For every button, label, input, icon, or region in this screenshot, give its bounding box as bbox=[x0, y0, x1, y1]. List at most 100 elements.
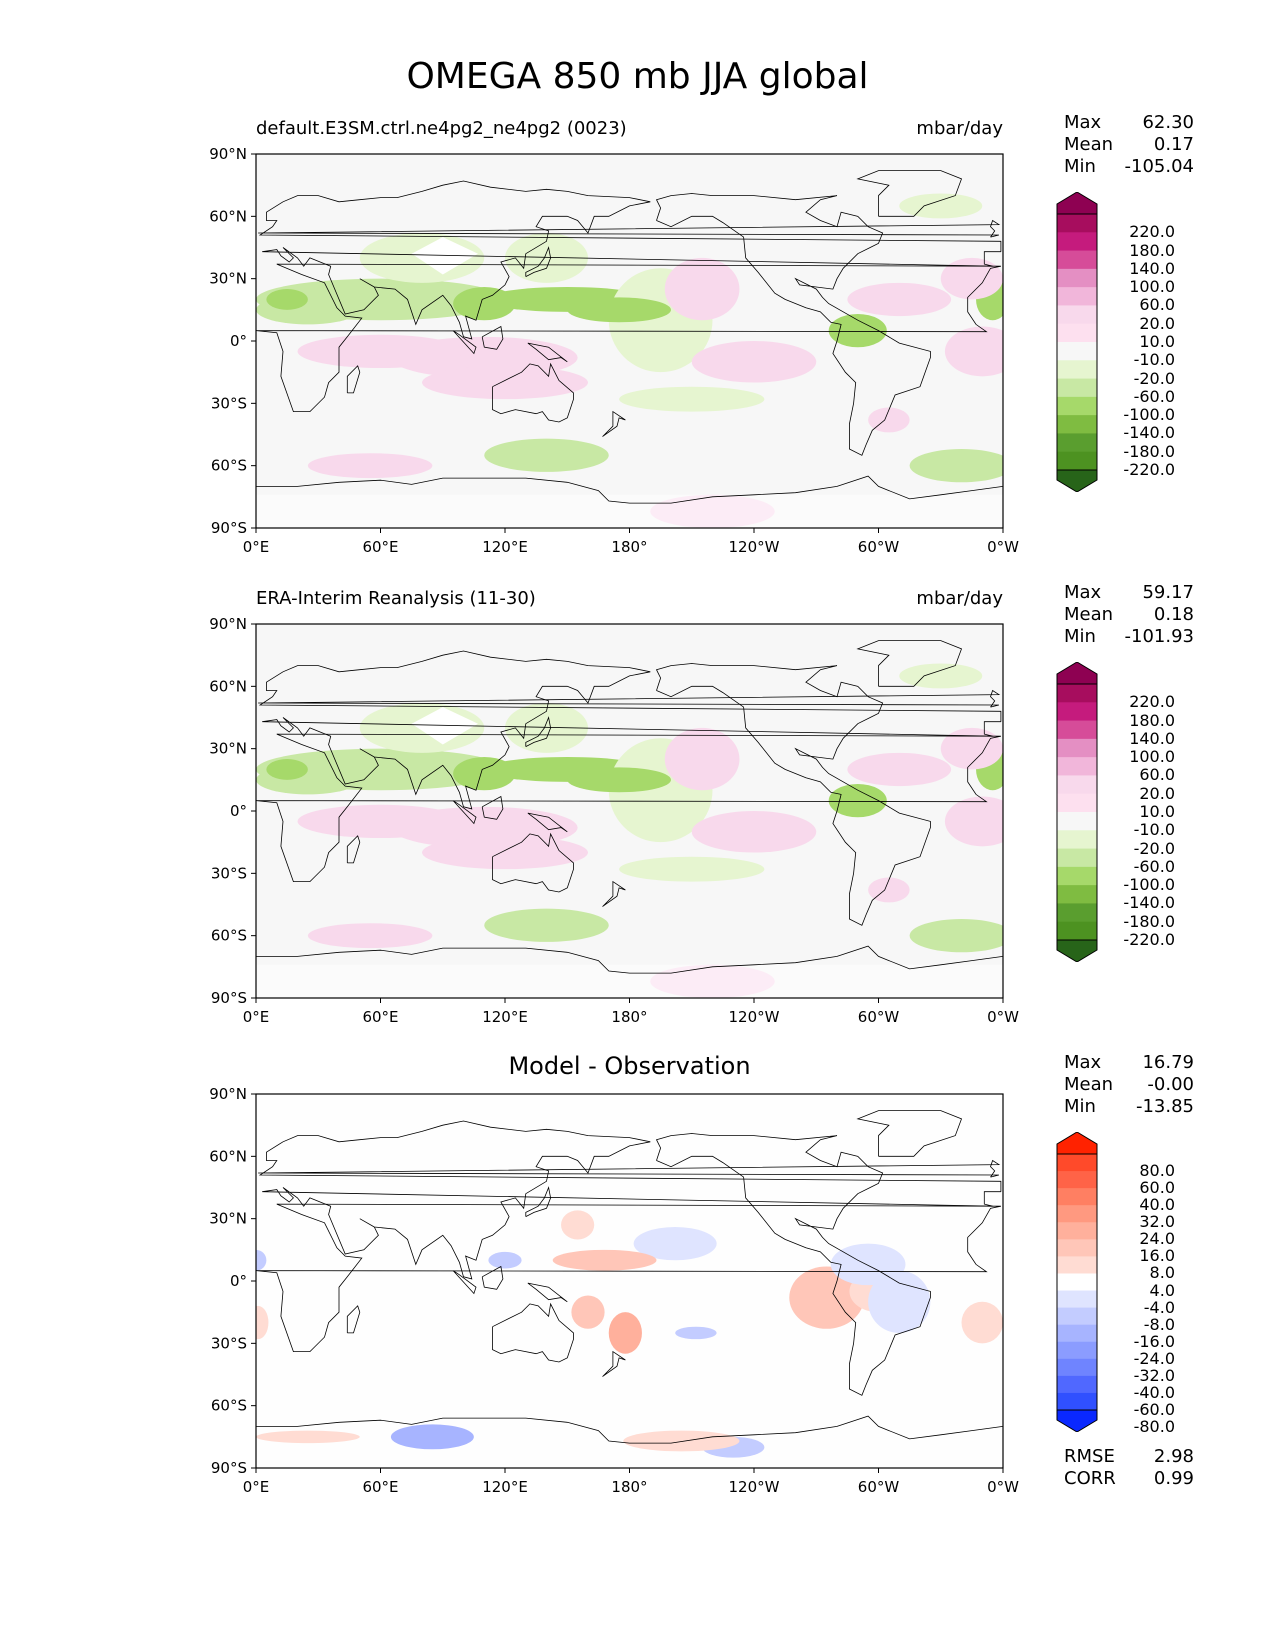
colorbar-swatch bbox=[1057, 1239, 1097, 1257]
stats-box: Max 59.17 Mean 0.18 Min -101.93 bbox=[1064, 582, 1194, 648]
colorbar-extend-bottom bbox=[1056, 1409, 1098, 1432]
metrics-box: RMSE 2.98 CORR 0.99 bbox=[1064, 1446, 1194, 1490]
contour-region bbox=[828, 783, 887, 818]
lat-tick-label: 0° bbox=[230, 332, 247, 350]
colorbar-swatch bbox=[1057, 232, 1097, 252]
lat-tick-label: 60°S bbox=[211, 927, 247, 945]
coastline bbox=[655, 1133, 931, 1396]
coastline bbox=[602, 410, 626, 437]
contour-region bbox=[256, 1249, 267, 1271]
contour-region bbox=[453, 286, 516, 321]
stat-min: Min -101.93 bbox=[1064, 626, 1194, 647]
contour-region bbox=[422, 365, 588, 400]
lon-tick-label: 0°E bbox=[243, 538, 270, 556]
stat-max: Max 59.17 bbox=[1064, 582, 1194, 603]
lat-tick-label: 90°S bbox=[211, 989, 247, 1007]
contour-region bbox=[944, 796, 1003, 847]
panel-difference: Model - Observation 90°N 60°N 30°N 0° 30°S 60… bbox=[0, 1052, 1275, 1518]
contour-region bbox=[266, 289, 308, 310]
lat-tick-label: 30°S bbox=[211, 864, 247, 882]
colorbar-extend-bottom bbox=[1056, 469, 1098, 492]
coastline bbox=[655, 663, 931, 926]
masked-region bbox=[256, 964, 1003, 998]
colorbar-swatch bbox=[1057, 214, 1097, 233]
coastline bbox=[346, 1305, 361, 1334]
colorbar-label: 100.0 bbox=[1129, 277, 1175, 297]
colorbar-label: -4.0 bbox=[1143, 1297, 1175, 1317]
contour-region bbox=[691, 341, 817, 383]
colorbar-label: -16.0 bbox=[1133, 1331, 1175, 1351]
colorbar-swatch bbox=[1057, 342, 1097, 361]
contour-region bbox=[453, 756, 516, 791]
contour-region bbox=[307, 923, 433, 949]
lon-tick-label: 60°E bbox=[362, 1478, 398, 1496]
coastline bbox=[856, 640, 963, 687]
stat-mean: Mean 0.17 bbox=[1064, 134, 1194, 155]
colorbar-swatch bbox=[1057, 1392, 1097, 1411]
colorbar-frame bbox=[1056, 683, 1098, 941]
colorbar-label: 24.0 bbox=[1139, 1229, 1175, 1249]
contour-region bbox=[828, 313, 887, 348]
lat-tick-label: 60°S bbox=[211, 1397, 247, 1415]
colorbar-swatch bbox=[1057, 1222, 1097, 1240]
colorbar-label: 10.0 bbox=[1139, 332, 1175, 351]
colorbar-extend-bottom bbox=[1056, 939, 1098, 962]
colorbar-label: -140.0 bbox=[1123, 893, 1175, 913]
contour-region bbox=[307, 453, 433, 479]
coastline bbox=[256, 1203, 1001, 1352]
colorbar-swatch bbox=[1057, 396, 1097, 416]
colorbar-label: 16.0 bbox=[1139, 1246, 1175, 1266]
colorbar-label: 20.0 bbox=[1139, 783, 1175, 803]
lon-tick-label: 60°W bbox=[858, 538, 900, 556]
colorbar-swatch bbox=[1057, 921, 1097, 941]
colorbar-swatch bbox=[1057, 1154, 1097, 1172]
contour-region bbox=[488, 1251, 522, 1269]
lon-tick-label: 120°W bbox=[729, 1478, 780, 1496]
lon-tick-label: 60°W bbox=[858, 1008, 900, 1026]
stats-box: Max 16.79 Mean -0.00 Min -13.85 bbox=[1064, 1052, 1194, 1118]
coastline bbox=[256, 263, 1001, 412]
contour-region bbox=[505, 232, 588, 283]
colorbar-swatch bbox=[1057, 1375, 1097, 1394]
contour-layer bbox=[256, 1110, 1003, 1458]
colorbar-swatch bbox=[1057, 1341, 1097, 1360]
colorbar-label: 8.0 bbox=[1149, 1263, 1175, 1283]
colorbar-label: 180.0 bbox=[1129, 240, 1175, 260]
colorbar-label: 40.0 bbox=[1139, 1195, 1175, 1215]
contour-region bbox=[619, 386, 765, 412]
colorbar-swatch bbox=[1057, 702, 1097, 722]
contour-region bbox=[847, 282, 952, 317]
colorbar-label: 32.0 bbox=[1139, 1212, 1175, 1232]
colorbar-label: -60.0 bbox=[1133, 856, 1175, 876]
figure-title: OMEGA 850 mb JJA global bbox=[406, 56, 869, 97]
stat-max: Max 62.30 bbox=[1064, 112, 1194, 133]
colorbar-swatch bbox=[1057, 738, 1097, 758]
colorbar-label: 60.0 bbox=[1139, 765, 1175, 785]
stat-mean: Mean -0.00 bbox=[1064, 1074, 1194, 1095]
coastline bbox=[481, 795, 504, 820]
contour-region bbox=[899, 193, 983, 219]
colorbar-swatch bbox=[1057, 1358, 1097, 1377]
colorbar-label: 10.0 bbox=[1139, 802, 1175, 821]
coastline bbox=[452, 330, 477, 355]
contour-region bbox=[899, 663, 983, 689]
lon-tick-label: 180° bbox=[611, 538, 647, 556]
coastline bbox=[258, 689, 1001, 708]
lat-tick-label: 30°N bbox=[209, 270, 247, 288]
colorbar-swatch bbox=[1057, 1256, 1097, 1274]
coastline bbox=[492, 1302, 574, 1363]
lat-tick-label: 30°S bbox=[211, 1334, 247, 1352]
contour-region bbox=[868, 407, 910, 433]
colorbar-label: 220.0 bbox=[1129, 222, 1175, 242]
coastline bbox=[527, 812, 568, 833]
lon-tick-label: 60°E bbox=[362, 538, 398, 556]
colorbar-label: -80.0 bbox=[1133, 1417, 1175, 1437]
colorbar-swatch bbox=[1057, 775, 1097, 795]
stats-box: Max 62.30 Mean 0.17 Min -105.04 bbox=[1064, 112, 1194, 178]
lon-tick-label: 60°E bbox=[362, 1008, 398, 1026]
lat-tick-label: 60°N bbox=[209, 1147, 247, 1165]
colorbar-swatch bbox=[1057, 305, 1097, 325]
stat-mean: Mean 0.18 bbox=[1064, 604, 1194, 625]
contour-region bbox=[909, 919, 1003, 953]
colorbar-label: -32.0 bbox=[1133, 1365, 1175, 1385]
